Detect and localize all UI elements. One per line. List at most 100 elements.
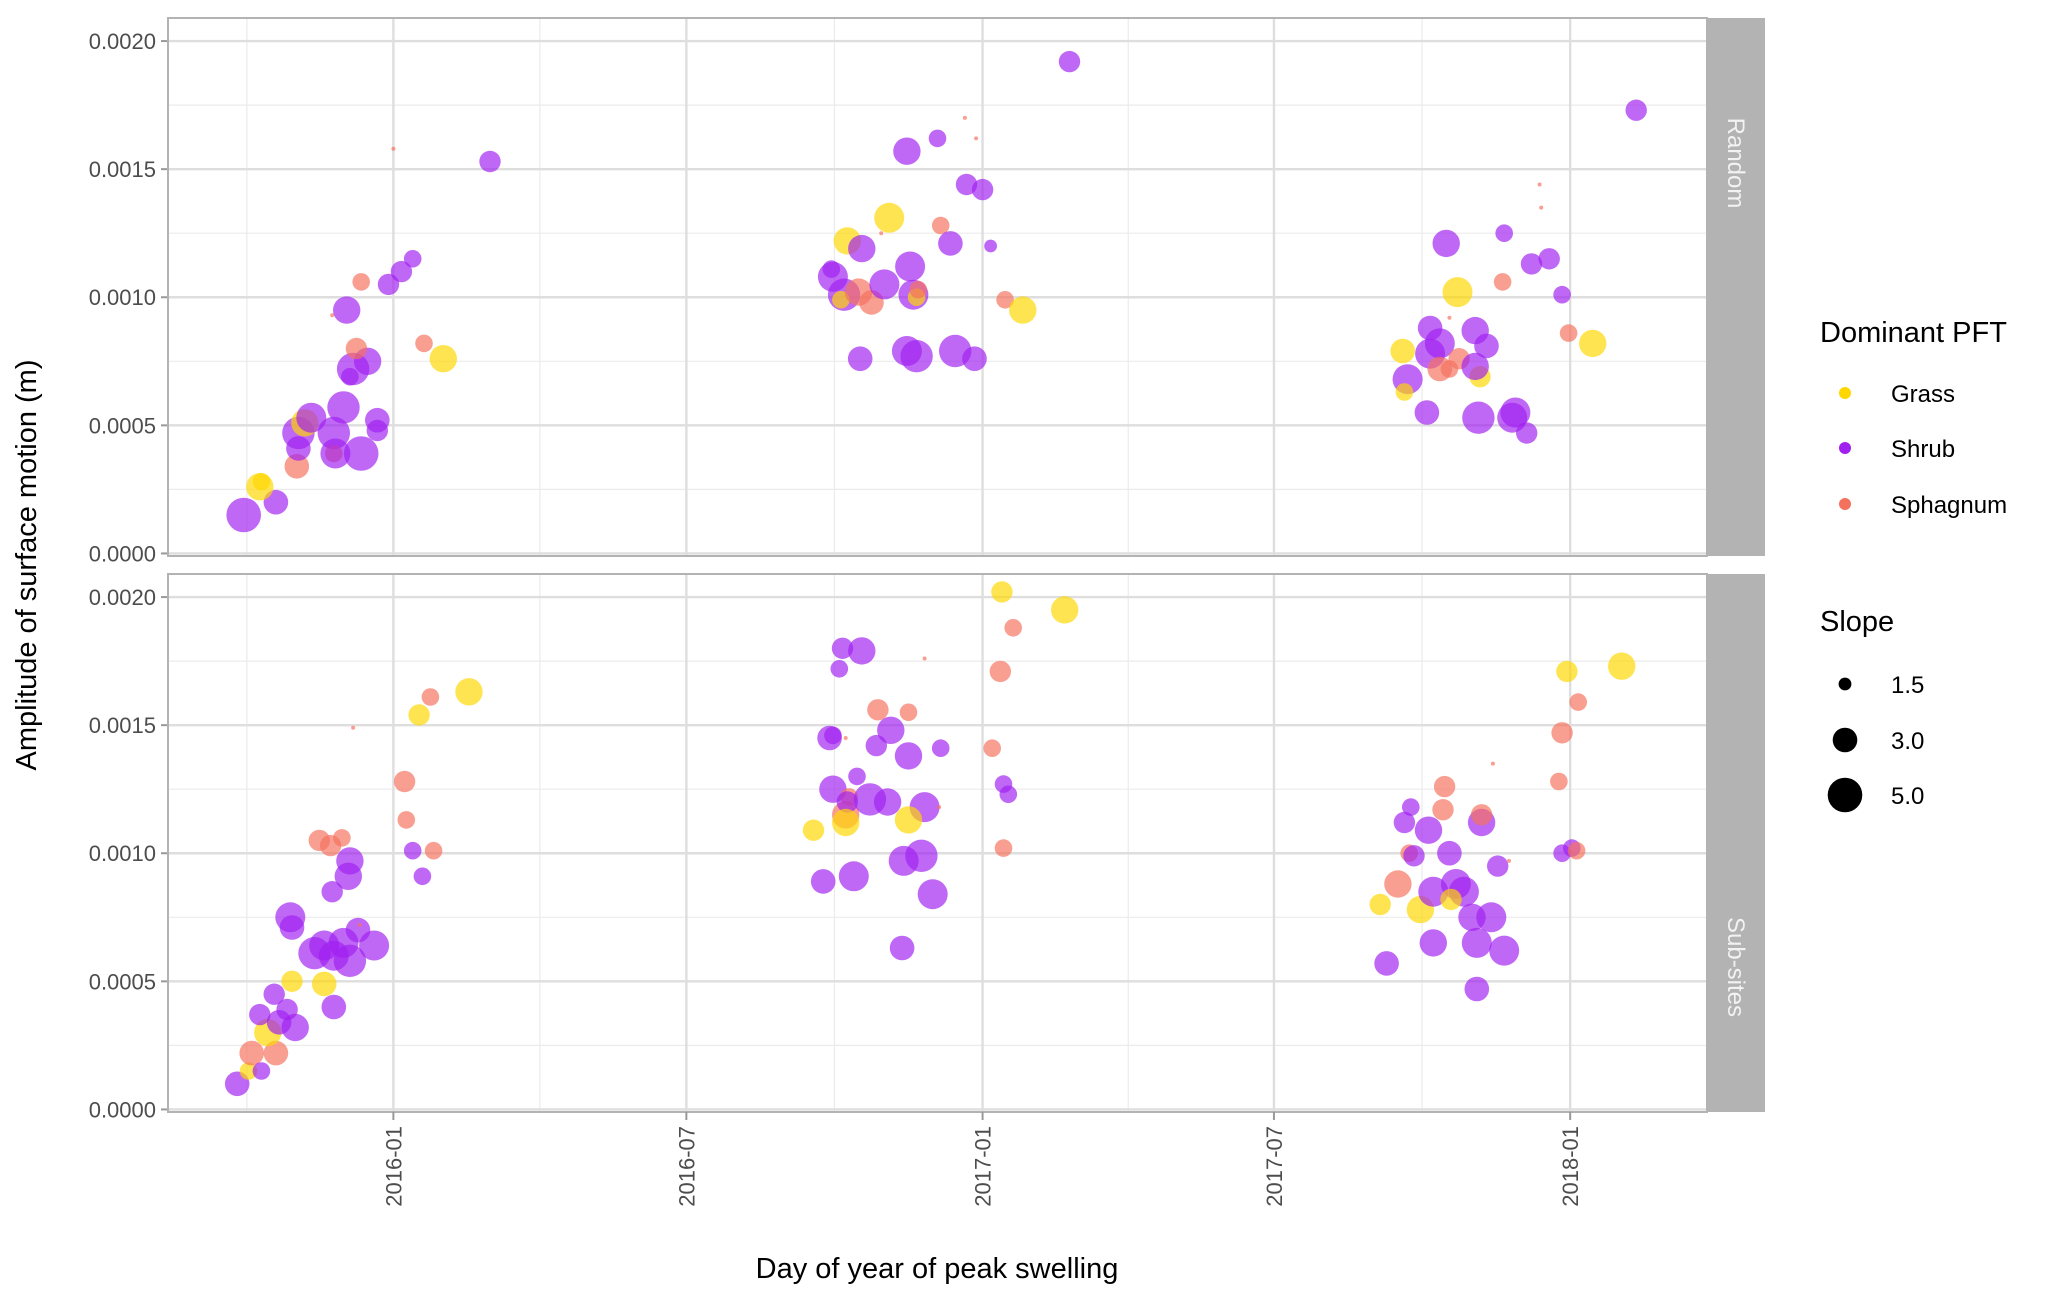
x-tick-label: 2016-01 (381, 1126, 406, 1207)
y-tick-label: 0.0005 (89, 969, 156, 994)
point-grass (455, 678, 483, 706)
point-shrub (900, 340, 933, 373)
point-grass (1009, 296, 1037, 324)
point-sphagnum (909, 280, 927, 299)
size-1-5-legend-dot (1838, 677, 1852, 691)
point-sphagnum (989, 660, 1011, 683)
point-shrub (848, 767, 866, 786)
point-shrub (848, 234, 876, 263)
point-shrub (984, 239, 997, 253)
y-tick-label: 0.0005 (89, 413, 156, 438)
point-shrub (321, 994, 347, 1020)
point-shrub (345, 917, 371, 943)
point-sphagnum (1440, 360, 1459, 378)
size-3-0-legend-dot (1832, 727, 1858, 753)
point-shrub (263, 983, 285, 1005)
point-grass (1395, 383, 1414, 401)
point-shrub (999, 785, 1018, 804)
point-shrub (281, 1013, 309, 1042)
point-sphagnum (974, 136, 979, 141)
point-sphagnum (931, 216, 950, 235)
point-sphagnum (867, 699, 889, 721)
point-shrub (938, 231, 963, 256)
point-sphagnum (1550, 772, 1568, 791)
point-shrub (252, 1062, 271, 1080)
size-legend: Slope 1.5 3.0 5.0 (1820, 606, 1924, 813)
points-random (226, 50, 1647, 533)
point-sphagnum (333, 829, 351, 847)
point-shrub (1414, 400, 1440, 425)
point-grass (1579, 329, 1607, 358)
point-sphagnum (922, 656, 927, 661)
point-sphagnum (1447, 315, 1452, 320)
color-legend: Dominant PFT Grass Shrub Sphagnum (1820, 317, 2007, 519)
grass-legend-dot (1839, 387, 1851, 399)
point-sphagnum (421, 688, 440, 706)
size-legend-entry-3-0: 3.0 (1832, 727, 1924, 755)
y-axis-title-group: Amplitude of surface motion (m) (11, 360, 43, 771)
point-shrub (333, 944, 367, 977)
point-shrub (1538, 248, 1560, 270)
point-shrub (889, 935, 915, 961)
point-sphagnum (899, 703, 918, 722)
point-shrub (1393, 811, 1416, 834)
point-sphagnum (397, 811, 416, 829)
point-shrub (276, 998, 298, 1021)
point-sphagnum (1490, 761, 1495, 766)
point-grass (1051, 596, 1079, 624)
point-shrub (403, 249, 422, 268)
grass-legend-label: Grass (1891, 381, 1955, 408)
panel-background (168, 574, 1707, 1112)
point-sphagnum (1432, 799, 1454, 821)
point-sphagnum (393, 770, 416, 793)
point-shrub (893, 137, 921, 165)
shrub-legend-label: Shrub (1891, 436, 1955, 463)
point-sphagnum (1559, 324, 1578, 342)
point-grass (874, 202, 905, 233)
size-legend-title: Slope (1820, 606, 1894, 638)
point-shrub (873, 788, 902, 816)
point-shrub (249, 1003, 271, 1026)
point-sphagnum (345, 337, 368, 360)
point-shrub (1464, 976, 1490, 1002)
point-grass (239, 1062, 258, 1080)
point-shrub (479, 150, 501, 173)
point-sphagnum (843, 736, 848, 740)
point-sphagnum (1551, 722, 1573, 744)
point-shrub (1419, 929, 1448, 957)
point-sphagnum (1004, 619, 1022, 637)
point-shrub (905, 839, 938, 872)
point-sphagnum (263, 1040, 289, 1066)
point-grass (408, 704, 430, 726)
y-tick-label: 0.0010 (89, 285, 156, 310)
legend-entry-sphagnum: Sphagnum (1839, 492, 2007, 519)
point-shrub (403, 841, 422, 860)
point-grass (1369, 893, 1391, 916)
sphagnum-legend-label: Sphagnum (1891, 492, 2007, 519)
strip-label: Random (1722, 118, 1749, 209)
point-grass (991, 581, 1013, 603)
point-shrub (830, 660, 849, 678)
point-shrub (869, 269, 900, 300)
y-tick-label: 0.0010 (89, 841, 156, 866)
point-shrub (226, 497, 261, 533)
point-shrub (333, 296, 361, 324)
point-sphagnum (994, 839, 1013, 857)
point-sphagnum (424, 841, 443, 860)
strip-background (1707, 574, 1765, 1112)
point-shrub (848, 637, 876, 665)
point-grass (252, 472, 271, 491)
point-sphagnum (1384, 870, 1412, 898)
x-tick-label: 2016-07 (674, 1126, 699, 1207)
point-shrub (1553, 285, 1571, 304)
point-shrub (1520, 253, 1543, 275)
point-grass (894, 806, 923, 834)
point-shrub (971, 178, 994, 201)
sphagnum-legend-dot (1839, 498, 1851, 510)
shrub-legend-dot (1839, 442, 1851, 454)
point-sphagnum (1493, 273, 1512, 291)
facet-panel-random: 0.0000 0.0005 0.0010 0.0015 0.0020 Random (89, 17, 1765, 566)
size-5-0-legend-dot (1827, 777, 1863, 813)
point-grass (1556, 660, 1578, 683)
